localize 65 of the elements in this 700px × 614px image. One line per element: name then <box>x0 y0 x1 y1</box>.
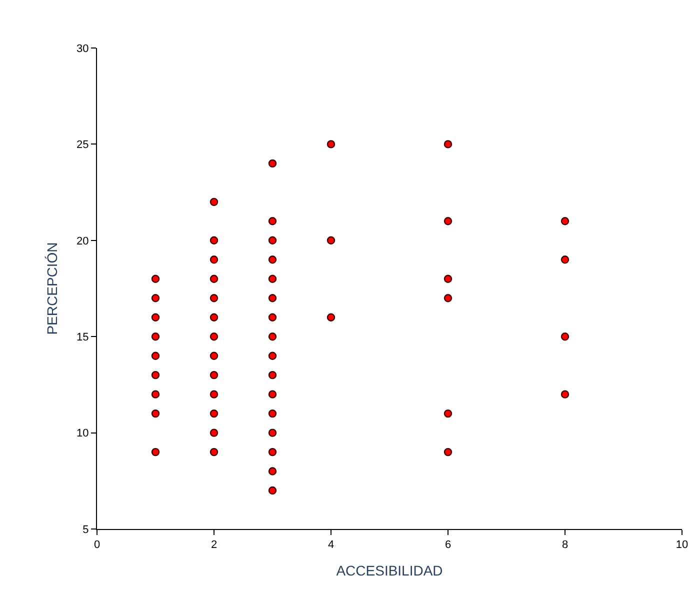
point <box>210 370 218 380</box>
y-tick-label: 20 <box>76 235 89 248</box>
point <box>268 448 277 456</box>
point <box>268 332 277 341</box>
point <box>268 159 277 168</box>
x-tick-label: 4 <box>328 539 334 552</box>
point <box>268 313 277 322</box>
point <box>444 409 452 418</box>
point <box>268 294 277 302</box>
x-tick-label: 8 <box>562 539 568 552</box>
point <box>268 428 277 437</box>
point <box>151 332 160 341</box>
point <box>444 294 452 302</box>
point <box>210 409 218 418</box>
point <box>210 236 218 244</box>
point <box>326 140 336 148</box>
point <box>210 198 218 206</box>
x-tick-label: 0 <box>94 539 100 552</box>
point <box>210 313 218 322</box>
point <box>210 332 218 341</box>
point <box>560 390 570 398</box>
point <box>444 274 452 283</box>
point <box>268 217 277 226</box>
x-axis-title: ACCESIBILIDAD <box>336 562 443 578</box>
point <box>444 217 452 226</box>
point <box>326 236 336 244</box>
point <box>268 409 277 418</box>
point <box>268 390 277 398</box>
point <box>151 370 160 380</box>
x-tick-label: 10 <box>676 539 688 552</box>
point <box>151 352 160 360</box>
point <box>210 352 218 360</box>
y-tick-label: 25 <box>76 139 89 152</box>
point <box>151 390 160 398</box>
point <box>210 390 218 398</box>
point <box>210 294 218 302</box>
point <box>268 256 277 264</box>
point <box>444 140 452 148</box>
y-tick-label: 30 <box>76 42 89 55</box>
point <box>151 409 160 418</box>
point <box>268 467 277 476</box>
point <box>151 294 160 302</box>
x-tick-label: 2 <box>210 539 218 552</box>
point <box>444 448 452 456</box>
point <box>268 370 277 380</box>
point <box>151 448 160 456</box>
y-tick-label: 5 <box>82 524 89 536</box>
point <box>151 313 160 322</box>
point <box>560 256 570 264</box>
point <box>326 313 336 322</box>
y-tick-label: 10 <box>76 428 89 440</box>
point <box>560 217 570 226</box>
point <box>151 274 160 283</box>
y-axis-title: PERCEPCIÓN <box>44 242 60 335</box>
point <box>268 486 277 495</box>
point <box>210 448 218 456</box>
point <box>268 352 277 360</box>
point <box>210 274 218 283</box>
y-tick-label: 15 <box>76 331 89 344</box>
point <box>560 332 570 341</box>
x-tick-label: 6 <box>444 539 452 552</box>
point <box>268 274 277 283</box>
point <box>268 236 277 244</box>
point <box>210 256 218 264</box>
point <box>210 428 218 437</box>
